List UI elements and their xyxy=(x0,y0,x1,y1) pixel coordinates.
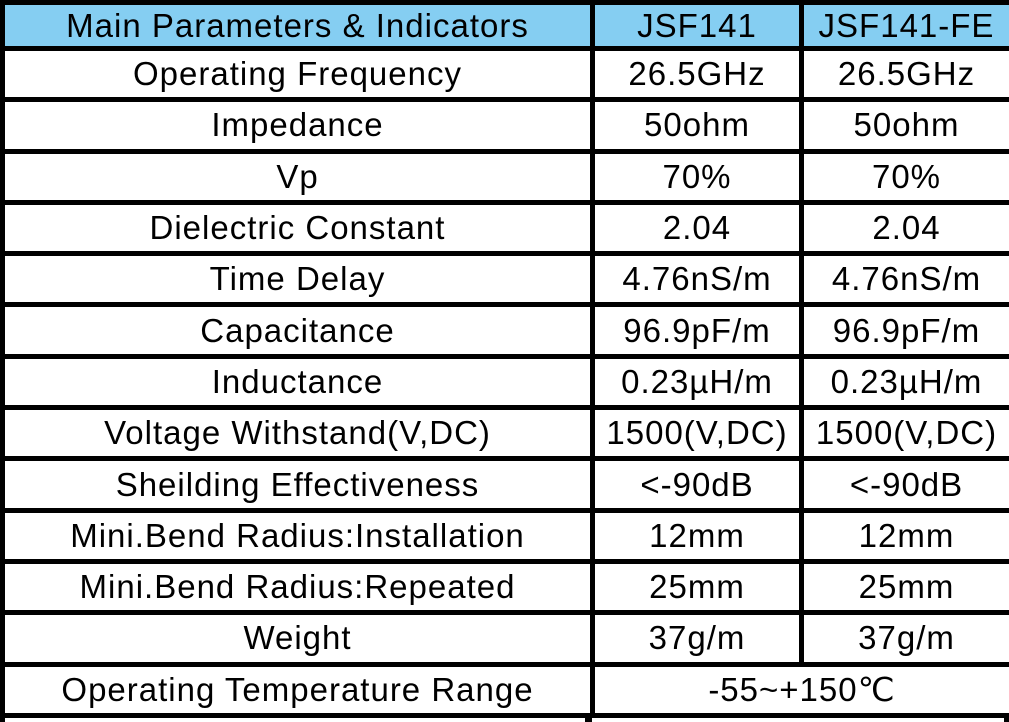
value-cell-merged: -55~+150℃ xyxy=(590,661,1009,719)
value-cell-jsf141: 26.5GHz xyxy=(590,45,804,103)
value-cell-jsf141-fe: 0.23µH/m xyxy=(799,353,1009,411)
value-cell-jsf141: 50ohm xyxy=(590,97,804,154)
param-cell: Voltage Withstand(V,DC) xyxy=(0,405,595,462)
table-row-bend-radius-installation: Mini.Bend Radius:Installation 12mm 12mm xyxy=(0,507,1009,564)
header-main-parameters: Main Parameters & Indicators xyxy=(0,0,595,51)
param-cell: Mini.Bend Radius:Installation xyxy=(0,507,595,564)
table-row-vp: Vp 70% 70% xyxy=(0,148,1009,205)
param-cell: Operating Frequency xyxy=(0,45,595,103)
value-cell-jsf141: <-90dB xyxy=(590,456,804,513)
table-row-operating-temperature-range: Operating Temperature Range -55~+150℃ xyxy=(0,661,1009,719)
param-cell: Mini.Bend Radius:Repeated xyxy=(0,558,595,616)
value-cell-jsf141-fe: 25mm xyxy=(799,558,1009,616)
header-col-jsf141: JSF141 xyxy=(590,0,804,51)
value-cell-jsf141: 25mm xyxy=(590,558,804,616)
value-cell-jsf141: 70% xyxy=(590,148,804,205)
value-cell-jsf141-fe: 4.76nS/m xyxy=(799,251,1009,308)
param-cell: Time Delay xyxy=(0,251,595,308)
table-row-voltage-withstand: Voltage Withstand(V,DC) 1500(V,DC) 1500(… xyxy=(0,405,1009,462)
table-row-bend-radius-repeated: Mini.Bend Radius:Repeated 25mm 25mm xyxy=(0,558,1009,616)
param-cell: Capacitance xyxy=(0,302,595,359)
value-cell-jsf141: 4.76nS/m xyxy=(590,251,804,308)
value-cell-jsf141: 12mm xyxy=(590,507,804,564)
value-cell-jsf141: 2.04 xyxy=(590,199,804,257)
value-cell-jsf141-fe: 12mm xyxy=(799,507,1009,564)
table-row-inductance: Inductance 0.23µH/m 0.23µH/m xyxy=(0,353,1009,411)
partial-row-left-border xyxy=(0,717,5,722)
partial-row-right-border xyxy=(1004,717,1009,722)
table-row-sheilding-effectiveness: Sheilding Effectiveness <-90dB <-90dB xyxy=(0,456,1009,513)
param-cell: Dielectric Constant xyxy=(0,199,595,257)
param-cell: Inductance xyxy=(0,353,595,411)
header-row: Main Parameters & Indicators JSF141 JSF1… xyxy=(0,0,1009,51)
param-cell: Operating Temperature Range xyxy=(0,661,595,719)
value-cell-jsf141: 37g/m xyxy=(590,610,804,667)
table-row-operating-frequency: Operating Frequency 26.5GHz 26.5GHz xyxy=(0,45,1009,103)
value-cell-jsf141-fe: 96.9pF/m xyxy=(799,302,1009,359)
param-cell: Weight xyxy=(0,610,595,667)
value-cell-jsf141-fe: <-90dB xyxy=(799,456,1009,513)
value-cell-jsf141-fe: 37g/m xyxy=(799,610,1009,667)
table-row-time-delay: Time Delay 4.76nS/m 4.76nS/m xyxy=(0,251,1009,308)
param-cell: Vp xyxy=(0,148,595,205)
partial-row-column-divider xyxy=(585,717,592,722)
table-row-capacitance: Capacitance 96.9pF/m 96.9pF/m xyxy=(0,302,1009,359)
value-cell-jsf141: 1500(V,DC) xyxy=(590,405,804,462)
value-cell-jsf141-fe: 26.5GHz xyxy=(799,45,1009,103)
header-col-jsf141-fe: JSF141-FE xyxy=(799,0,1009,51)
value-cell-jsf141-fe: 50ohm xyxy=(799,97,1009,154)
value-cell-jsf141-fe: 1500(V,DC) xyxy=(799,405,1009,462)
value-cell-jsf141-fe: 2.04 xyxy=(799,199,1009,257)
table-row-weight: Weight 37g/m 37g/m xyxy=(0,610,1009,667)
param-cell: Impedance xyxy=(0,97,595,154)
param-cell: Sheilding Effectiveness xyxy=(0,456,595,513)
value-cell-jsf141: 96.9pF/m xyxy=(590,302,804,359)
value-cell-jsf141-fe: 70% xyxy=(799,148,1009,205)
table-row-impedance: Impedance 50ohm 50ohm xyxy=(0,97,1009,154)
value-cell-jsf141: 0.23µH/m xyxy=(590,353,804,411)
table-row-dielectric-constant: Dielectric Constant 2.04 2.04 xyxy=(0,199,1009,257)
